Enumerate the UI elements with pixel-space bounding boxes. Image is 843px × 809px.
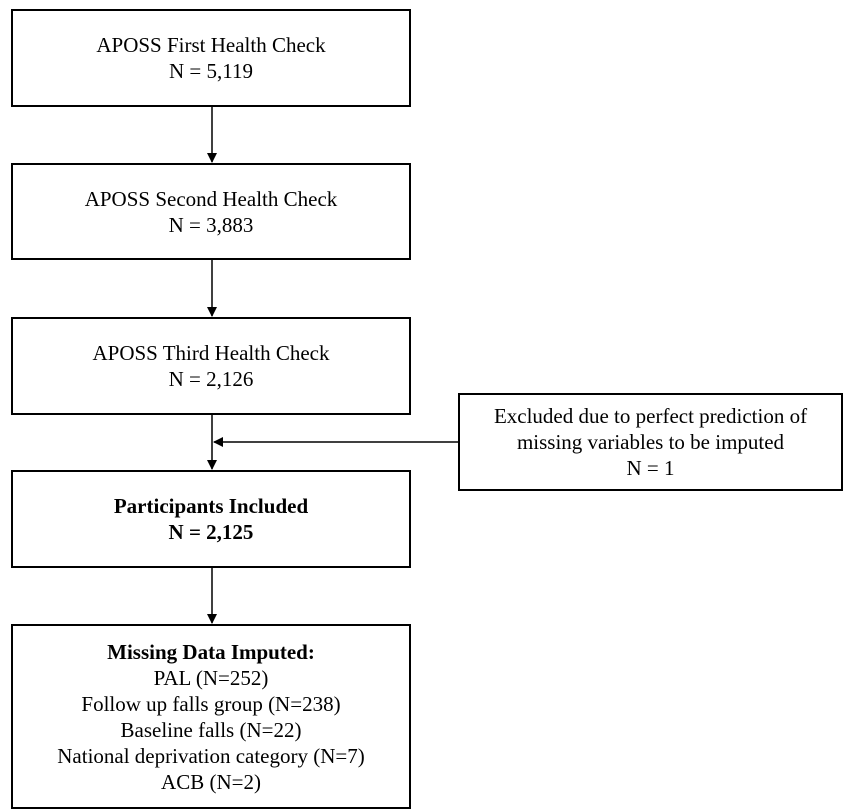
second-health-check-box: APOSS Second Health Check N = 3,883 bbox=[11, 163, 411, 260]
first-health-check-box: APOSS First Health Check N = 5,119 bbox=[11, 9, 411, 107]
third-health-check-title: APOSS Third Health Check bbox=[92, 341, 330, 365]
participants-included-count: N = 2,125 bbox=[168, 520, 254, 544]
first-health-check-count: N = 5,119 bbox=[169, 59, 253, 83]
imputed-item: Follow up falls group (N=238) bbox=[81, 692, 341, 716]
second-health-check-title: APOSS Second Health Check bbox=[84, 186, 338, 211]
participants-included-title: Participants Included bbox=[113, 494, 309, 518]
imputed-item: Baseline falls (N=22) bbox=[120, 718, 302, 742]
exclusion-line-1: Excluded due to perfect prediction of bbox=[493, 404, 808, 428]
exclusion-box: Excluded due to perfect prediction of mi… bbox=[458, 393, 843, 491]
missing-data-imputed-box: Missing Data Imputed: PAL (N=252) Follow… bbox=[11, 624, 411, 809]
third-health-check-box: APOSS Third Health Check N = 2,126 bbox=[11, 317, 411, 415]
participants-included-box: Participants Included N = 2,125 bbox=[11, 470, 411, 568]
missing-data-imputed-title: Missing Data Imputed: bbox=[107, 640, 315, 664]
second-health-check-count: N = 3,883 bbox=[168, 212, 254, 237]
imputed-item: ACB (N=2) bbox=[161, 770, 261, 794]
first-health-check-title: APOSS First Health Check bbox=[96, 33, 326, 57]
imputed-item: National deprivation category (N=7) bbox=[57, 744, 365, 768]
third-health-check-count: N = 2,126 bbox=[168, 367, 254, 391]
exclusion-line-2: missing variables to be imputed bbox=[516, 430, 785, 454]
imputed-item: PAL (N=252) bbox=[153, 666, 269, 690]
exclusion-count: N = 1 bbox=[626, 456, 675, 480]
